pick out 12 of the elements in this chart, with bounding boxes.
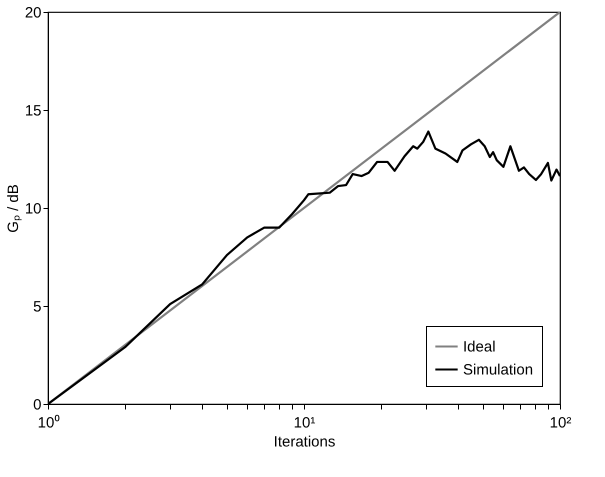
y-tick-label: 0	[33, 396, 42, 414]
y-tick-label: 10	[24, 200, 42, 218]
x-axis-title: Iterations	[274, 434, 336, 450]
y-tick-label: 20	[24, 4, 42, 22]
legend-label: Simulation	[463, 362, 534, 378]
y-tick-label: 15	[24, 102, 42, 120]
y-tick-label: 5	[33, 298, 42, 316]
legend-label: Ideal	[463, 338, 496, 356]
x-tick-label: 10⁰	[38, 414, 60, 432]
x-tick-label: 10²	[550, 414, 572, 432]
y-axis-title: Gₚ / dB	[4, 184, 22, 233]
x-tick-label: 10¹	[294, 414, 316, 432]
